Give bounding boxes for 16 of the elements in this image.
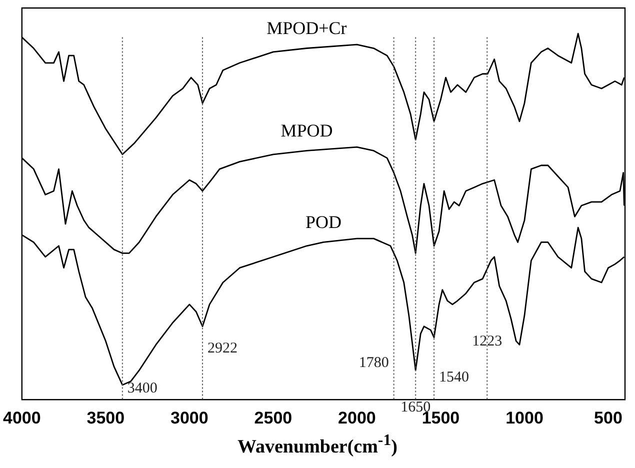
x-tick-label: 2000: [338, 408, 376, 428]
ref-line-label: 3400: [127, 380, 158, 397]
x-tick-label: 1000: [506, 408, 544, 428]
ref-line-label: 1540: [439, 370, 470, 386]
x-tick-label: 500: [594, 408, 622, 428]
x-tick-label: 3500: [86, 408, 125, 428]
x-tick-label: 2500: [254, 408, 292, 428]
series-label: MPOD+Cr: [266, 18, 347, 38]
ref-line-label: 1780: [358, 354, 389, 371]
ref-line-label: 2922: [208, 340, 238, 356]
series-label: POD: [305, 212, 342, 232]
x-axis-title: Wavenumber(cm$^{-1}$): [236, 432, 398, 458]
x-tick-label: 3000: [170, 408, 208, 428]
x-tick-label: 4000: [2, 408, 41, 428]
ref-line-label: 1223: [472, 334, 502, 350]
series-label: MPOD: [280, 120, 333, 140]
